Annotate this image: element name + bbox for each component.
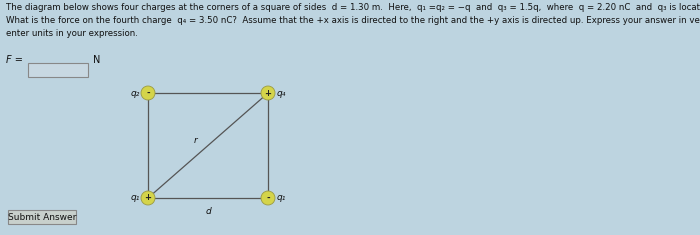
Circle shape	[261, 191, 275, 205]
Text: q₂: q₂	[130, 89, 140, 98]
Text: q₄: q₄	[276, 89, 286, 98]
Text: -: -	[266, 193, 270, 203]
Text: F =: F =	[6, 55, 23, 65]
Circle shape	[261, 86, 275, 100]
Text: enter units in your expression.: enter units in your expression.	[6, 29, 138, 38]
Bar	[8, 210, 76, 224]
Bar	[28, 63, 88, 77]
Text: N: N	[93, 55, 100, 65]
Text: +: +	[265, 89, 272, 98]
Text: r: r	[194, 136, 198, 145]
Text: Submit Answer: Submit Answer	[8, 212, 76, 222]
Text: +: +	[144, 193, 151, 203]
Text: q₁: q₁	[276, 193, 286, 203]
Text: d: d	[205, 208, 211, 216]
Circle shape	[141, 191, 155, 205]
Text: The diagram below shows four charges at the corners of a square of sides  d = 1.: The diagram below shows four charges at …	[6, 3, 700, 12]
Text: What is the force on the fourth charge  q₄ = 3.50 nC?  Assume that the +x axis i: What is the force on the fourth charge q…	[6, 16, 700, 25]
Circle shape	[141, 86, 155, 100]
Text: -: -	[146, 89, 150, 98]
Text: q₁: q₁	[130, 193, 140, 203]
